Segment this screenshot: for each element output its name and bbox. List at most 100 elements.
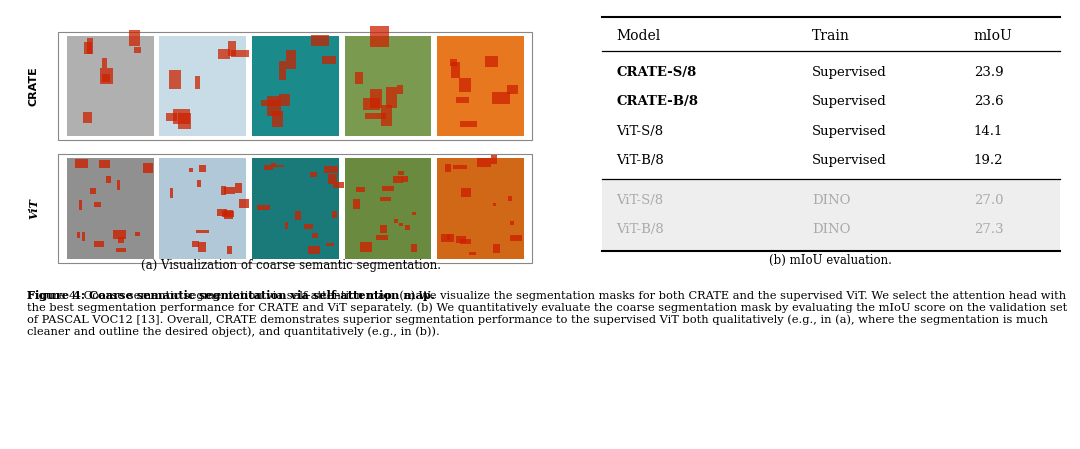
Bar [272,111,283,127]
Text: Train: Train [812,29,850,43]
Bar [118,238,124,243]
Bar [112,230,126,239]
Bar [144,163,153,173]
Bar [413,212,416,216]
Bar [492,92,510,104]
Bar [90,188,96,194]
Bar [170,188,174,198]
Bar [192,241,199,247]
Bar [82,232,85,242]
Bar [333,211,337,219]
Bar [228,41,237,56]
Text: ViT-S/8: ViT-S/8 [617,125,663,138]
Text: mIoU: mIoU [974,29,1013,43]
Bar [198,242,206,251]
Bar [437,158,524,259]
Text: Supervised: Supervised [812,125,887,138]
Bar [492,244,500,253]
Text: CRATE: CRATE [28,66,39,106]
Text: 23.9: 23.9 [974,66,1003,79]
Bar [381,106,392,126]
Bar [99,160,110,167]
Bar [200,165,206,172]
Bar [326,243,334,247]
Bar [450,62,460,78]
Bar [117,180,120,190]
Bar [166,113,177,121]
Bar [360,242,373,251]
Bar [79,200,82,210]
Bar [477,158,491,167]
Bar [399,172,404,175]
Bar [510,235,523,241]
Bar [453,165,467,169]
Bar [217,209,227,216]
Text: Supervised: Supervised [812,154,887,167]
Bar [405,225,410,230]
Bar [257,205,270,211]
Bar [449,59,457,66]
Bar [271,163,276,167]
Bar [102,58,107,68]
Text: 27.3: 27.3 [974,223,1003,236]
Text: CRATE-B/8: CRATE-B/8 [617,96,699,108]
Bar [178,113,191,129]
Bar [400,223,403,226]
Text: ViT-B/8: ViT-B/8 [617,154,664,167]
Text: CRATE-S/8: CRATE-S/8 [617,66,697,79]
Bar [273,164,284,167]
Bar [220,186,226,195]
Bar [490,155,497,164]
Bar [75,158,89,168]
Bar [67,158,153,259]
Bar [160,158,246,259]
Bar [308,247,320,254]
Bar [224,210,232,219]
Bar [194,75,200,88]
Bar [370,26,389,47]
Bar [198,180,201,187]
Text: ViT-B/8: ViT-B/8 [617,223,664,236]
Bar [345,158,432,259]
Text: (b) mIoU evaluation.: (b) mIoU evaluation. [769,254,892,267]
Bar [94,202,102,207]
Text: ViT-S/8: ViT-S/8 [617,194,663,207]
Bar [365,113,386,119]
Bar [324,166,338,173]
Bar [67,35,153,136]
Text: 27.0: 27.0 [974,194,1003,207]
Bar [602,179,1059,251]
Bar [285,222,288,229]
Text: DINO: DINO [812,223,850,236]
Bar [386,87,397,107]
Bar [447,234,450,241]
Bar [345,35,432,136]
Bar [355,72,363,84]
Bar [397,85,403,93]
Bar [102,74,110,82]
Bar [382,186,394,191]
Bar [83,112,92,123]
Bar [227,246,232,254]
Bar [134,47,141,53]
Text: ViT: ViT [28,198,39,219]
Bar [328,174,337,184]
Bar [240,199,249,207]
Bar [380,225,388,233]
Bar [235,183,242,193]
Bar [286,50,296,69]
Text: Figure 4: Coarse semantic segmentation via self-attention map. (a) We visualize : Figure 4: Coarse semantic segmentation v… [27,290,1067,337]
Bar [459,78,471,92]
Bar [370,89,382,108]
Bar [129,30,139,46]
Bar [456,236,465,243]
Text: DINO: DINO [812,194,850,207]
Bar [410,244,418,252]
Bar [94,241,104,247]
Bar [84,42,92,54]
Text: Figure 4: Coarse semantic segmentation via self-attention map.: Figure 4: Coarse semantic segmentation v… [27,290,434,301]
Text: (a) Visualization of coarse semantic segmentation.: (a) Visualization of coarse semantic seg… [141,259,442,272]
FancyBboxPatch shape [58,31,532,141]
Bar [485,56,498,67]
Bar [100,68,113,84]
